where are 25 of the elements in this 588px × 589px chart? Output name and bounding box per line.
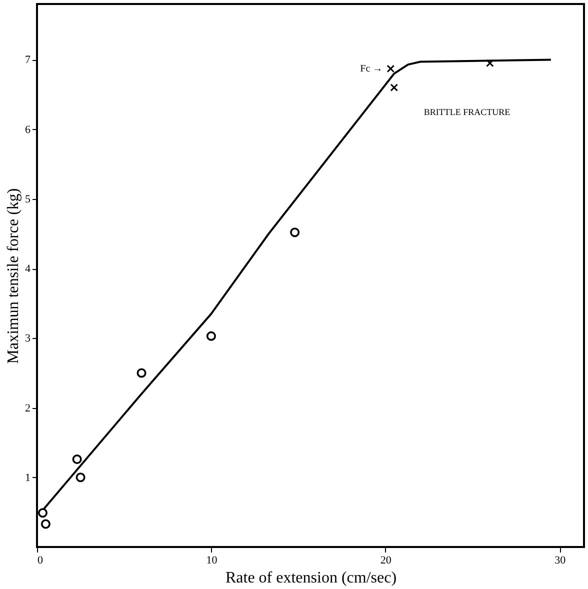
point	[40, 519, 50, 529]
point	[390, 84, 398, 92]
annotation: BRITTLE FRACTURE	[424, 107, 511, 117]
x-tick-label: 10	[206, 554, 218, 566]
point	[386, 64, 395, 73]
point	[38, 508, 48, 518]
point	[136, 368, 146, 378]
annotation: Fc →	[360, 64, 383, 75]
point	[76, 472, 86, 482]
x-axis-title: Rate of extension (cm/sec)	[225, 570, 397, 586]
point	[486, 59, 494, 68]
point	[206, 331, 216, 341]
x-tick-label: 0	[38, 554, 44, 566]
y-tick-label: 6	[25, 124, 31, 136]
y-tick-label: 2	[25, 402, 30, 414]
x-tick-label: 20	[380, 554, 392, 566]
y-tick-label: 4	[25, 263, 31, 276]
x-tick-label: 30	[554, 554, 566, 566]
point	[290, 228, 300, 238]
y-tick-label: 7	[25, 54, 31, 66]
y-tick-label: 3	[25, 332, 31, 345]
y-axis-title: Maximun tensile force (kg)	[5, 188, 22, 364]
y-tick-label: 1	[25, 472, 30, 484]
y-tick-label: 5	[25, 193, 31, 206]
point	[72, 454, 82, 464]
